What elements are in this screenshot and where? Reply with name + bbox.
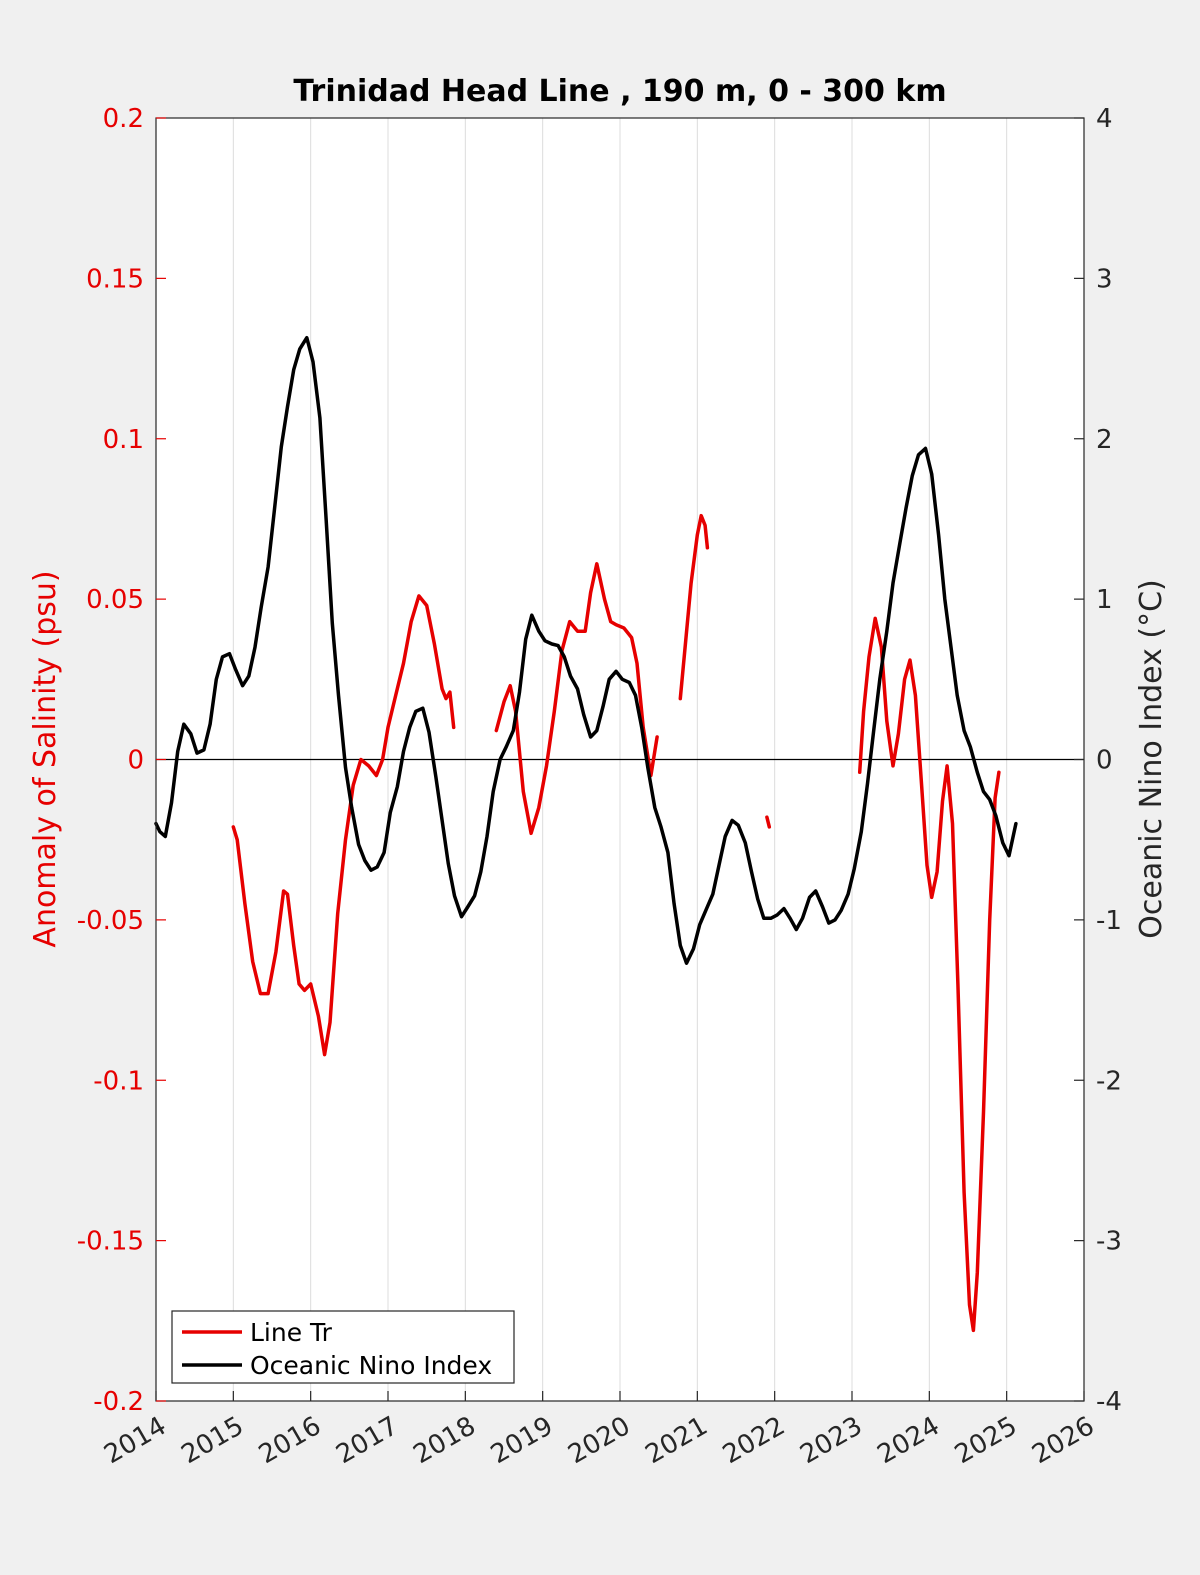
y-left-tick-label: 0.2 [103,104,144,134]
y-right-tick-label: 2 [1096,425,1113,455]
series-layer [154,335,1018,1333]
y-right-tick-label: -2 [1096,1066,1122,1096]
x-tick-label: 2015 [177,1411,249,1470]
x-tick-label: 2018 [409,1411,481,1470]
legend-label-line-tr: Line Tr [250,1318,333,1347]
series-oni-segment-1 [154,335,1018,965]
x-tick-label: 2026 [1027,1411,1099,1470]
series-line-tr-segment-5 [857,616,1001,1333]
y-axis-left: 0.2 0.15 0.1 0.05 0 -0.05 -0.1 -0.15 -0.2 [77,104,166,1417]
y-left-tick-label: 0 [127,746,144,776]
series-line-tr-segment-3 [678,513,710,701]
legend-box [171,1310,515,1384]
y-left-tick-label: -0.2 [93,1387,144,1417]
x-tick-label: 2014 [99,1411,171,1470]
x-tick-label: 2020 [563,1411,635,1470]
series-line-tr-segment-2 [494,562,659,836]
chart-title: Trinidad Head Line , 190 m, 0 - 300 km [293,74,946,109]
y-right-tick-label: 1 [1096,585,1113,615]
y-right-tick-label: 0 [1096,746,1113,776]
y-right-tick-label: -4 [1096,1387,1122,1417]
x-tick-label: 2019 [486,1411,558,1470]
legend-label-oni: Oceanic Nino Index [250,1351,492,1380]
x-tick-label: 2017 [331,1411,403,1470]
y-left-tick-label: -0.1 [93,1066,144,1096]
y-right-tick-label: -1 [1096,906,1122,936]
y-left-tick-label: -0.05 [77,906,144,936]
y-left-tick-label: 0.05 [86,585,144,615]
y-right-tick-label: 3 [1096,264,1113,294]
y-right-tick-label: 4 [1096,104,1113,134]
y-left-tick-label: 0.15 [86,264,144,294]
x-tick-label: 2022 [718,1411,790,1470]
x-axis: 2014 2015 2016 2017 2018 2019 2020 2021 2022 2023… [99,1391,1100,1470]
y-left-tick-label: 0.1 [103,425,144,455]
series-line-tr-segment-4 [765,815,772,829]
y-left-tick-label: -0.15 [77,1227,144,1257]
y-axis-left-label: Anomaly of Salinity (psu) [28,570,63,947]
y-axis-right: 4 3 2 1 0 -1 -2 -3 -4 [1074,104,1122,1417]
legend: Line Tr Oceanic Nino Index [171,1310,515,1384]
series-line-tr-segment-1 [231,594,456,1057]
x-tick-label: 2025 [950,1411,1022,1470]
x-tick-label: 2021 [641,1411,713,1470]
y-right-tick-label: -3 [1096,1227,1122,1257]
y-axis-right-label: Oceanic Nino Index (°C) [1134,579,1169,939]
x-tick-label: 2023 [795,1411,867,1470]
x-tick-label: 2024 [873,1411,945,1470]
x-tick-label: 2016 [254,1411,326,1470]
